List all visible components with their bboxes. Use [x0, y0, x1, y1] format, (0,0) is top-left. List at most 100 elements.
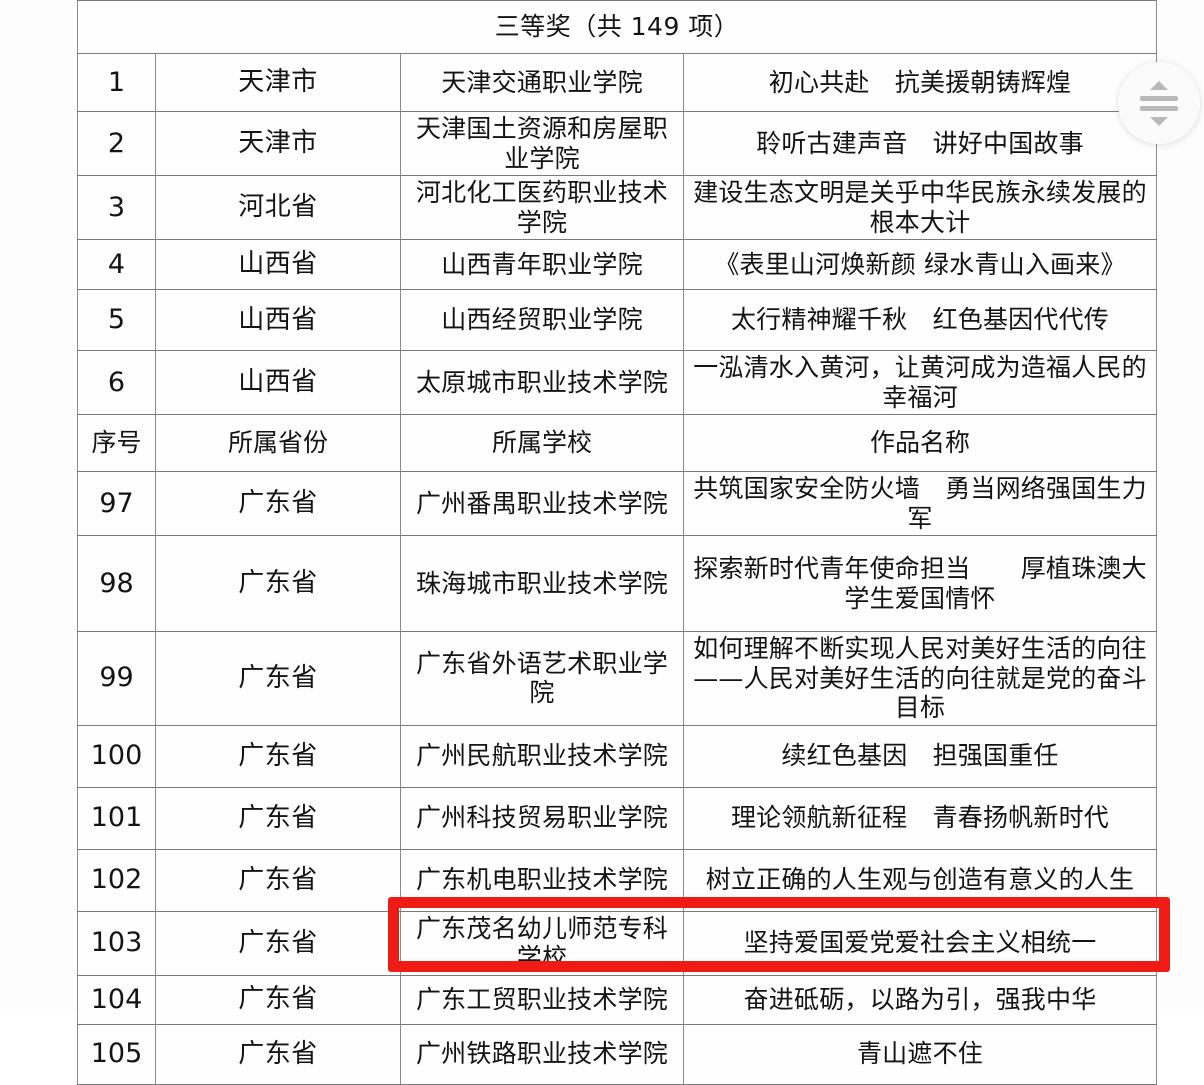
table-row[interactable]: 104 广东省 广东工贸职业技术学院 奋进砥砺，以路为引，强我中华	[77, 974, 1157, 1025]
row-cell-school-text: 天津国土资源和房屋职业学院	[415, 114, 668, 173]
triangle-down-icon[interactable]	[1150, 116, 1168, 126]
row-cell-no: 3	[77, 175, 156, 240]
row-cell-no-text: 103	[90, 927, 143, 959]
row-cell-title-text: 坚持爱国爱党爱社会主义相统一	[743, 928, 1097, 958]
row-cell-title: 探索新时代青年使命担当 厚植珠澳大学生爱国情怀	[683, 535, 1157, 632]
row-cell-title: 如何理解不断实现人民对美好生活的向往——人民对美好生活的向往就是党的奋斗目标	[683, 631, 1157, 726]
row-cell-title-text: 一泓清水入黄河，让黄河成为造福人民的幸福河	[693, 353, 1147, 412]
row-cell-title-text: 《表里山河焕新颜 绿水青山入画来》	[714, 249, 1126, 279]
row-cell-title: 理论领航新征程 青春扬帆新时代	[683, 786, 1157, 850]
row-cell-province: 广东省	[155, 848, 401, 912]
row-cell-school-text: 广东工贸职业技术学院	[415, 984, 668, 1014]
row-cell-no: 1	[77, 53, 156, 112]
row-cell-title: 奋进砥砺，以路为引，强我中华	[683, 974, 1157, 1025]
table-row[interactable]: 102 广东省 广东机电职业技术学院 树立正确的人生观与创造有意义的人生	[77, 848, 1157, 912]
table-row[interactable]: 105 广东省 广州铁路职业技术学院 青山遮不住	[77, 1023, 1157, 1085]
row-cell-province: 山西省	[155, 239, 401, 290]
row-cell-no: 6	[77, 350, 156, 415]
column-header-title: 作品名称	[683, 414, 1157, 472]
row-cell-title: 树立正确的人生观与创造有意义的人生	[683, 848, 1157, 912]
row-cell-no: 105	[77, 1023, 156, 1085]
grip-line-top	[1140, 95, 1178, 101]
row-cell-title: 建设生态文明是关乎中华民族永续发展的根本大计	[683, 175, 1157, 240]
row-cell-no-text: 6	[107, 366, 126, 398]
row-cell-school-text: 珠海城市职业技术学院	[415, 568, 668, 598]
row-cell-province: 广东省	[155, 471, 401, 536]
row-cell-province-text: 广东省	[238, 662, 318, 693]
row-cell-title: 《表里山河焕新颜 绿水青山入画来》	[683, 239, 1157, 290]
row-cell-province: 广东省	[155, 974, 401, 1025]
grip-line-bottom	[1140, 105, 1178, 111]
row-cell-no-text: 102	[90, 864, 143, 896]
row-cell-no-text: 5	[107, 304, 126, 336]
table-row[interactable]: 98 广东省 珠海城市职业技术学院 探索新时代青年使命担当 厚植珠澳大学生爱国情怀	[77, 535, 1157, 632]
row-cell-no: 101	[77, 786, 156, 850]
row-cell-title: 聆听古建声音 讲好中国故事	[683, 111, 1157, 176]
row-cell-province-text: 广东省	[238, 488, 318, 519]
row-cell-no: 98	[77, 535, 156, 632]
row-cell-title-text: 太行精神耀千秋 红色基因代代传	[730, 305, 1109, 335]
table-row[interactable]: 4 山西省 山西青年职业学院 《表里山河焕新颜 绿水青山入画来》	[77, 239, 1157, 290]
table-row[interactable]: 97 广东省 广州番禺职业技术学院 共筑国家安全防火墙 勇当网络强国生力军	[77, 471, 1157, 536]
row-cell-title: 坚持爱国爱党爱社会主义相统一	[683, 910, 1157, 976]
award-list-table: 三等奖（共 149 项） 1 天津市 天津交通职业学院 初心共赴 抗美援朝铸辉煌 2 天津…	[77, 0, 1157, 1085]
row-cell-title-text: 青山遮不住	[856, 1039, 983, 1069]
row-cell-school: 山西经贸职业学院	[400, 289, 684, 351]
table-row[interactable]: 3 河北省 河北化工医药职业技术学院 建设生态文明是关乎中华民族永续发展的根本大计	[77, 175, 1157, 240]
row-cell-province: 天津市	[155, 111, 401, 176]
row-cell-title-text: 共筑国家安全防火墙 勇当网络强国生力军	[693, 474, 1147, 533]
row-cell-no: 99	[77, 631, 156, 726]
row-cell-school: 天津国土资源和房屋职业学院	[400, 111, 684, 176]
table-row[interactable]: 6 山西省 太原城市职业技术学院 一泓清水入黄河，让黄河成为造福人民的幸福河	[77, 350, 1157, 415]
triangle-up-icon[interactable]	[1150, 80, 1168, 90]
row-cell-no-text: 97	[99, 487, 134, 519]
row-cell-province-text: 广东省	[238, 984, 318, 1015]
table-row[interactable]: 101 广东省 广州科技贸易职业学院 理论领航新征程 青春扬帆新时代	[77, 786, 1157, 850]
row-cell-province: 广东省	[155, 631, 401, 726]
row-cell-school-text: 广东机电职业技术学院	[415, 865, 668, 895]
table-row[interactable]: 2 天津市 天津国土资源和房屋职业学院 聆听古建声音 讲好中国故事	[77, 111, 1157, 176]
row-cell-title-text: 探索新时代青年使命担当 厚植珠澳大学生爱国情怀	[693, 554, 1147, 613]
column-header-no: 序号	[77, 414, 156, 472]
row-cell-school: 广州科技贸易职业学院	[400, 786, 684, 850]
row-cell-title-text: 初心共赴 抗美援朝铸辉煌	[768, 67, 1072, 97]
row-cell-school: 河北化工医药职业技术学院	[400, 175, 684, 240]
row-cell-province-text: 广东省	[238, 740, 318, 771]
row-cell-title-text: 树立正确的人生观与创造有意义的人生	[705, 865, 1135, 895]
row-cell-title: 一泓清水入黄河，让黄河成为造福人民的幸福河	[683, 350, 1157, 415]
row-cell-school-text: 广东省外语艺术职业学院	[415, 648, 668, 708]
row-cell-province-text: 广东省	[238, 927, 318, 958]
row-cell-province: 广东省	[155, 724, 401, 788]
row-cell-province-text: 山西省	[238, 367, 318, 398]
table-row[interactable]: 5 山西省 山西经贸职业学院 太行精神耀千秋 红色基因代代传	[77, 289, 1157, 351]
row-cell-no-text: 99	[99, 662, 134, 694]
row-cell-no: 97	[77, 471, 156, 536]
column-header-province: 所属省份	[155, 414, 401, 472]
row-cell-no-text: 98	[99, 567, 134, 599]
floating-scroll-handle[interactable]	[1118, 62, 1200, 144]
row-cell-title: 续红色基因 担强国重任	[683, 724, 1157, 788]
award-list-table-container: 三等奖（共 149 项） 1 天津市 天津交通职业学院 初心共赴 抗美援朝铸辉煌 2 天津…	[77, 0, 1157, 1085]
table-row[interactable]: 103 广东省 广东茂名幼儿师范专科学校 坚持爱国爱党爱社会主义相统一	[77, 910, 1157, 976]
row-cell-no: 102	[77, 848, 156, 912]
row-cell-school: 山西青年职业学院	[400, 239, 684, 290]
row-cell-school: 广州民航职业技术学院	[400, 724, 684, 788]
row-cell-school-text: 山西青年职业学院	[441, 249, 643, 279]
table-column-header-row: 序号 所属省份 所属学校 作品名称	[77, 414, 1157, 472]
table-row[interactable]: 1 天津市 天津交通职业学院 初心共赴 抗美援朝铸辉煌	[77, 53, 1157, 112]
row-cell-title-text: 如何理解不断实现人民对美好生活的向往——人民对美好生活的向往就是党的奋斗目标	[693, 634, 1147, 722]
table-row[interactable]: 100 广东省 广州民航职业技术学院 续红色基因 担强国重任	[77, 724, 1157, 788]
row-cell-title-text: 奋进砥砺，以路为引，强我中华	[743, 984, 1097, 1014]
row-cell-title: 初心共赴 抗美援朝铸辉煌	[683, 53, 1157, 112]
row-cell-school-text: 广州铁路职业技术学院	[415, 1039, 668, 1069]
grip-lines-icon[interactable]	[1140, 95, 1178, 111]
row-cell-province-text: 广东省	[238, 802, 318, 833]
table-row[interactable]: 99 广东省 广东省外语艺术职业学院 如何理解不断实现人民对美好生活的向往——人民对美…	[77, 631, 1157, 726]
row-cell-province: 山西省	[155, 289, 401, 351]
row-cell-title: 青山遮不住	[683, 1023, 1157, 1085]
row-cell-school-text: 河北化工医药职业技术学院	[415, 178, 668, 237]
row-cell-no-text: 104	[90, 983, 143, 1015]
row-cell-school: 广州番禺职业技术学院	[400, 471, 684, 536]
row-cell-school-text: 广州民航职业技术学院	[415, 741, 668, 771]
row-cell-province-text: 山西省	[238, 304, 318, 335]
